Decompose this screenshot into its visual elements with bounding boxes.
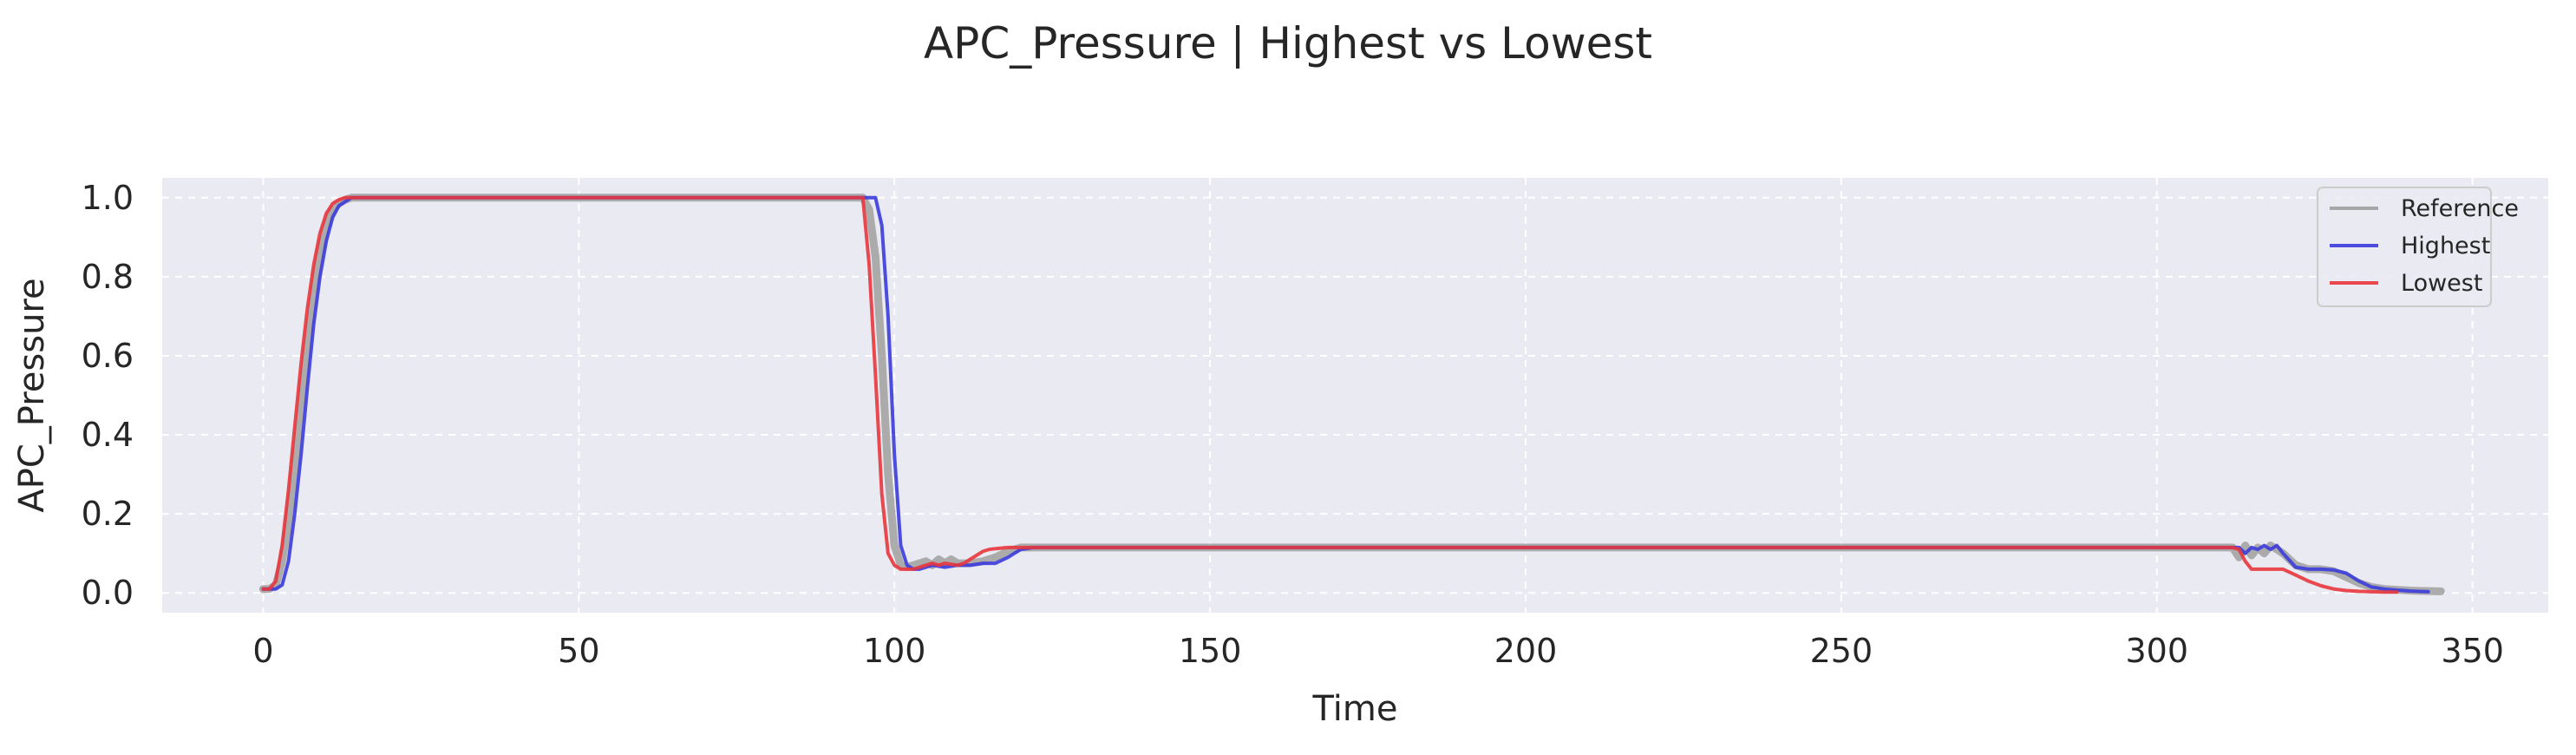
legend-frame [2317,187,2492,307]
legend: Reference Highest Lowest [2317,187,2519,307]
chart-title: APC_Pressure | Highest vs Lowest [924,18,1652,69]
x-tick-label: 0 [252,632,273,670]
legend-label-highest: Highest [2401,233,2490,259]
y-tick-label: 0.0 [82,574,134,612]
series-lines [258,194,2445,595]
y-tick-label: 1.0 [82,179,134,217]
plot-area [162,178,2548,613]
legend-label-lowest: Lowest [2401,270,2482,297]
x-tick-label: 150 [1179,632,1242,670]
y-tick-label: 0.8 [82,258,134,296]
y-tick-label: 0.2 [82,495,134,533]
x-tick-label: 200 [1494,632,1558,670]
x-tick-label: 100 [863,632,926,670]
y-tick-label: 0.6 [82,337,134,375]
y-axis-label: APC_Pressure [12,278,52,512]
tick-labels: 0 50 100 150 200 250 300 350 0.0 0.2 0.4 0.6 0.8 1.0 [82,179,2504,670]
series-line-lowest [261,195,2399,594]
x-tick-label: 350 [2441,632,2504,670]
x-tick-label: 250 [1810,632,1873,670]
y-tick-label: 0.4 [82,416,134,454]
x-tick-label: 50 [558,632,599,670]
legend-label-reference: Reference [2401,195,2519,222]
x-tick-label: 300 [2126,632,2189,670]
x-axis-label: Time [1312,689,1398,729]
